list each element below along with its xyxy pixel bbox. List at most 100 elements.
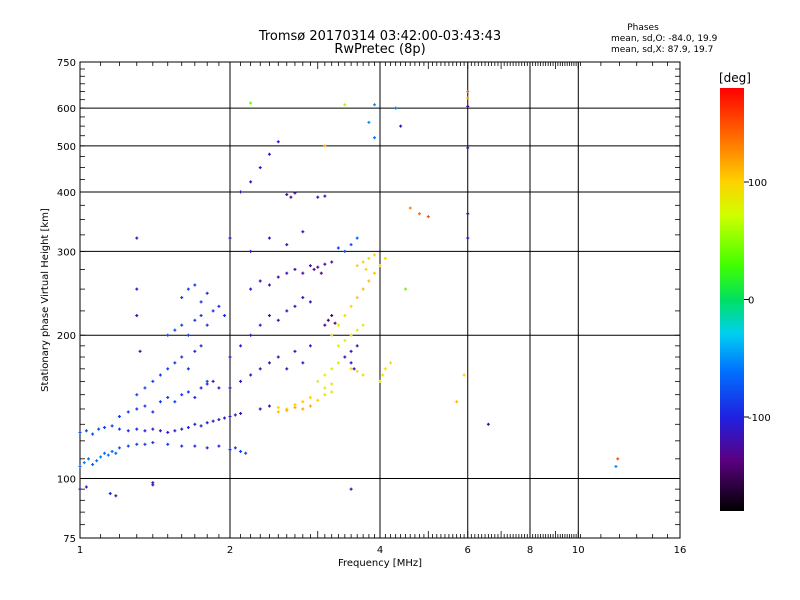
data-point <box>249 287 253 291</box>
grid-lines <box>80 62 680 538</box>
data-point <box>316 265 320 269</box>
data-point <box>355 328 359 332</box>
data-point <box>330 333 334 337</box>
data-point <box>205 379 209 383</box>
data-point <box>293 406 297 410</box>
data-point <box>205 291 209 295</box>
data-point <box>367 120 371 124</box>
data-point <box>486 422 490 426</box>
stats-o-line: mean, sd,O: -84.0, 19.9 <box>611 34 718 44</box>
data-point <box>258 407 262 411</box>
data-point <box>258 279 262 283</box>
data-point <box>285 193 289 197</box>
data-point <box>301 230 305 234</box>
data-point <box>180 393 184 397</box>
data-point <box>308 344 312 348</box>
data-point <box>383 367 387 371</box>
data-point <box>308 300 312 304</box>
data-point <box>180 323 184 327</box>
data-point <box>223 314 227 318</box>
data-point <box>193 422 197 426</box>
data-point <box>267 152 271 156</box>
data-point <box>455 400 459 404</box>
data-point <box>323 386 327 390</box>
data-point <box>126 410 130 414</box>
x-axis-label: Frequency [MHz] <box>338 558 422 569</box>
data-point <box>349 361 353 365</box>
data-point <box>249 373 253 377</box>
data-point <box>373 103 377 107</box>
y-tick-label: 500 <box>57 142 76 153</box>
data-point <box>336 344 340 348</box>
data-point <box>301 296 305 300</box>
data-point <box>330 382 334 386</box>
y-tick-label: 600 <box>57 104 76 115</box>
stats-title: Phases <box>627 23 659 33</box>
data-point <box>285 243 289 247</box>
data-point <box>84 429 88 433</box>
data-point <box>239 344 243 348</box>
x-tick-labels: 1 2 4 6 8 10 16 <box>77 545 687 556</box>
stats-x-line: mean, sd,X: 87.9, 19.7 <box>611 45 713 55</box>
data-point <box>135 287 139 291</box>
data-point <box>389 361 393 365</box>
data-point <box>166 367 170 371</box>
data-point <box>293 403 297 407</box>
data-point <box>173 400 177 404</box>
data-point <box>285 309 289 313</box>
data-point <box>267 236 271 240</box>
data-point <box>99 455 103 459</box>
data-point <box>135 427 139 431</box>
chart-title-line1: Tromsø 20170314 03:42:00-03:43:43 <box>258 29 501 44</box>
data-point <box>211 309 215 313</box>
data-point <box>199 344 203 348</box>
data-point <box>383 256 387 260</box>
data-point <box>319 271 323 275</box>
data-point <box>217 444 221 448</box>
y-tick-label: 200 <box>57 331 76 342</box>
data-point <box>249 180 253 184</box>
data-point <box>126 429 130 433</box>
data-point <box>333 321 337 325</box>
data-point <box>301 407 305 411</box>
data-point <box>373 253 377 257</box>
data-point <box>228 386 232 390</box>
data-point <box>199 424 203 428</box>
data-point <box>239 379 243 383</box>
data-point <box>361 373 365 377</box>
data-point <box>228 414 232 418</box>
data-point <box>408 206 412 210</box>
data-point <box>336 246 340 250</box>
data-point <box>239 411 243 415</box>
data-point <box>285 367 289 371</box>
data-point <box>267 314 271 318</box>
data-point <box>151 481 155 485</box>
data-point <box>343 338 347 342</box>
data-point <box>180 444 184 448</box>
data-point <box>143 386 147 390</box>
data-point <box>399 124 403 128</box>
data-point <box>186 367 190 371</box>
colorbar-tick-label: 0 <box>748 296 754 307</box>
data-point <box>462 373 466 377</box>
data-point <box>166 442 170 446</box>
data-point <box>114 494 118 498</box>
data-point <box>301 271 305 275</box>
data-point <box>267 283 271 287</box>
data-point <box>228 448 232 452</box>
data-point <box>330 390 334 394</box>
data-point <box>114 451 118 455</box>
x-tick-label: 1 <box>77 545 83 556</box>
data-point <box>249 249 253 253</box>
data-point <box>95 459 99 463</box>
y-tick-labels: 75 100 200 300 400 500 600 750 <box>57 58 76 545</box>
data-point <box>267 404 271 408</box>
data-point <box>205 421 209 425</box>
data-point <box>205 323 209 327</box>
data-point <box>233 413 237 417</box>
data-point <box>249 101 253 105</box>
data-point <box>276 275 280 279</box>
data-point <box>308 264 312 268</box>
data-point <box>349 349 353 353</box>
data-point <box>97 427 101 431</box>
